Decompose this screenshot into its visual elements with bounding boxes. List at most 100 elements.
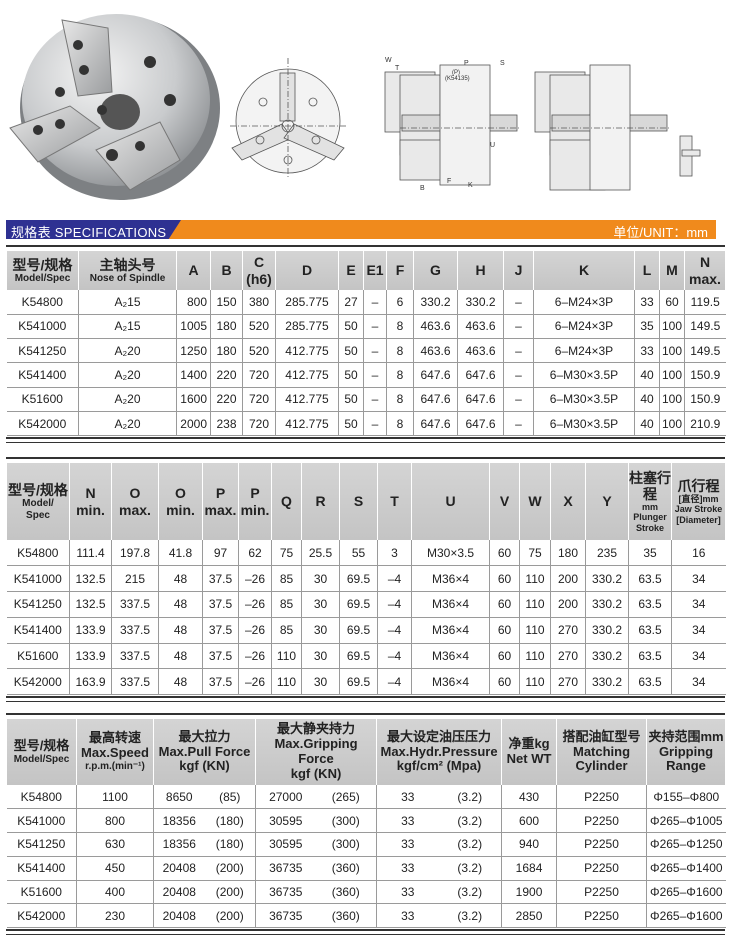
table-cell: 33	[376, 903, 439, 929]
table1-header-1: 主轴头号 Nose of Spindle	[78, 251, 177, 290]
table-cell: 33	[376, 856, 439, 881]
table-cell: A₂20	[78, 338, 177, 364]
table-cell: Φ265–Φ1600	[646, 903, 726, 929]
table2-header-10: U	[411, 463, 490, 540]
table-cell: P2250	[556, 880, 648, 905]
table3-header-3: 最大静夹持力 Max.Gripping Force kgf (KN)	[254, 719, 378, 785]
dim-f: F	[447, 178, 451, 185]
table-row: K54800 A₂15 800 150 380 285.775 27–6 330.2 330.2…	[6, 290, 726, 315]
dimensions-table-1: 型号/规格 Model/Spec 主轴头号 Nose of Spindle A B C (h6…	[6, 251, 726, 437]
table-cell: 75	[519, 540, 551, 567]
table-cell: K541400	[6, 856, 77, 881]
header-line: 型号/规格	[8, 481, 68, 498]
header-line: Range	[666, 758, 706, 774]
table-cell: 69.5	[339, 668, 378, 696]
header-line: P	[215, 485, 226, 502]
table-cell: 1684	[501, 856, 558, 881]
table-cell: 55	[339, 540, 378, 567]
table-cell: 330.2	[585, 565, 629, 593]
header-line: V	[499, 493, 510, 510]
header-line: Model/Spec	[14, 272, 71, 284]
table-cell: 1400	[176, 362, 211, 388]
table1-header-5: D	[275, 251, 339, 290]
table-cell: P2250	[556, 785, 648, 810]
table-cell: (200)	[204, 856, 256, 881]
dim-p: P	[464, 60, 469, 67]
chuck-photo	[9, 14, 220, 200]
table-cell: 180	[210, 314, 243, 340]
table-cell: –4	[377, 591, 412, 618]
table-cell: 337.5	[111, 643, 159, 670]
table-cell: 33	[634, 290, 660, 315]
specifications-title: 规格表 SPECIFICATIONS	[11, 225, 167, 240]
table-cell: 463.6	[457, 314, 504, 340]
table-cell: 37.5	[202, 643, 239, 670]
header-line: D	[301, 262, 313, 279]
table-cell: 330.2	[585, 617, 629, 644]
table-cell: 35	[634, 314, 660, 340]
table-cell: 412.775	[275, 411, 339, 437]
table-cell: 48	[158, 668, 203, 696]
table-cell: M36×4	[411, 643, 490, 670]
table3-bottom-rule	[6, 929, 725, 935]
table-cell: 20408	[153, 903, 205, 929]
table-cell: 520	[242, 338, 276, 364]
table-cell: P2250	[556, 832, 648, 857]
table-cell: K51600	[6, 387, 79, 412]
table-cell: K54800	[6, 785, 77, 810]
table-cell: 100	[659, 338, 685, 364]
table-cell: 800	[176, 290, 211, 315]
table-cell: 8	[386, 362, 414, 388]
table-cell: K54800	[6, 290, 79, 315]
header-line: [Diameter]	[676, 514, 721, 525]
table-cell: (200)	[204, 903, 256, 929]
table-row: K542000 230 20408 (200) 36735 (360) 33 (3.2) 285…	[6, 903, 726, 929]
table-cell: 33	[376, 785, 439, 810]
table-cell: 330.2	[585, 643, 629, 670]
table-cell: 133.9	[69, 643, 112, 670]
table-cell: 2000	[176, 411, 211, 437]
table-cell: 285.775	[275, 290, 339, 315]
header-line: M	[666, 262, 678, 279]
header-line: 净重kg	[508, 736, 550, 752]
specifications-banner: 规格表 SPECIFICATIONS 单位/UNIT：mm	[6, 220, 716, 240]
header-line: N	[85, 485, 96, 502]
header-line: E	[346, 262, 356, 279]
table-cell: 1250	[176, 338, 211, 364]
header-line: K	[578, 262, 590, 279]
header-line: J	[514, 262, 523, 279]
table-cell: 6–M30×3.5P	[533, 387, 635, 412]
table-cell: 8	[386, 387, 414, 412]
table-cell: –4	[377, 565, 412, 593]
table-cell: 34	[671, 565, 726, 593]
table-cell: 40	[634, 411, 660, 437]
table2-header-7: R	[301, 463, 340, 540]
table-cell: 119.5	[684, 290, 726, 315]
table-cell: (3.2)	[438, 856, 503, 881]
performance-table: 型号/规格 Model/Spec 最高转速 Max.Speed r.p.m.(min⁻¹…	[6, 719, 727, 929]
table-cell: 75	[271, 540, 302, 567]
table-cell: 6–M24×3P	[533, 314, 635, 340]
table-cell: 800	[76, 808, 154, 834]
table-cell: 85	[271, 617, 302, 644]
table-cell: 210.9	[684, 411, 726, 437]
table-cell: (300)	[315, 832, 378, 857]
table1-header-0: 型号/规格 Model/Spec	[6, 251, 79, 290]
header-line: Max.Hydr.Pressure	[380, 743, 498, 759]
table-cell: M36×4	[411, 668, 490, 696]
table-cell: 110	[519, 617, 551, 644]
table3-header-6: 搭配油缸型号 Matching Cylinder	[556, 719, 648, 785]
table-cell: 1005	[176, 314, 211, 340]
header-line: kgf (KN)	[179, 758, 230, 774]
table-cell: (360)	[315, 880, 378, 905]
table-cell: 69.5	[339, 643, 378, 670]
table-cell: 238	[210, 411, 243, 437]
table-cell: 6–M30×3.5P	[533, 362, 635, 388]
table-cell: P2250	[556, 856, 648, 881]
table1-bottom-rule	[6, 437, 725, 443]
dim-u: U	[490, 142, 495, 149]
table-cell: 30	[301, 591, 340, 618]
table-cell: (3.2)	[438, 785, 503, 810]
table-cell: 270	[550, 668, 586, 696]
